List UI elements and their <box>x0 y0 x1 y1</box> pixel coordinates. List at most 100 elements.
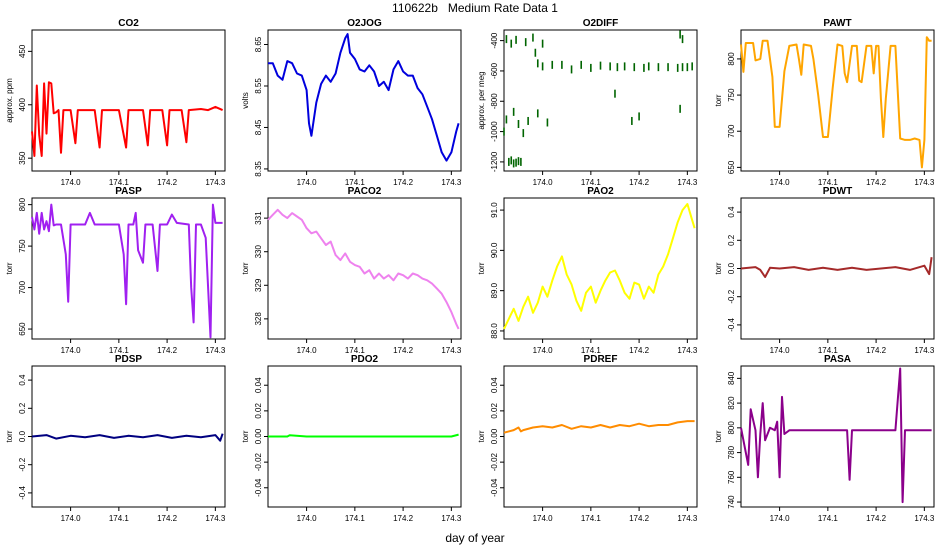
data-point <box>534 48 537 57</box>
y-tick-label: 840 <box>727 371 736 385</box>
data-point <box>681 63 684 72</box>
y-tick-label: 400 <box>18 98 27 112</box>
x-tick-label: 174.3 <box>677 514 698 523</box>
x-tick-label: 174.3 <box>205 514 226 523</box>
y-axis-label: torr <box>714 94 723 106</box>
panel-title: PDO2 <box>351 354 379 365</box>
x-tick-label: 174.0 <box>770 514 791 523</box>
panel-paco2: PACO2 torr 174.0 174.1 174.2 174.3 328 329 330 33… <box>241 186 462 355</box>
data-point <box>614 89 616 98</box>
panel-title: PDSP <box>115 354 143 365</box>
y-axis-label: torr <box>241 430 250 442</box>
y-tick-label: -0.04 <box>490 478 499 497</box>
y-tick-label: 740 <box>727 495 736 509</box>
data-point <box>522 129 525 138</box>
y-tick-label: 780 <box>727 445 736 459</box>
panel-pdo2: PDO2 torr 174.0 174.1 174.2 174.3 -0.04 -0.02 0.… <box>241 354 462 523</box>
data-point <box>546 118 549 127</box>
y-tick-label: 8.55 <box>254 78 263 94</box>
data-point <box>536 109 539 118</box>
y-tick-label: 0.02 <box>254 403 263 419</box>
series-line <box>740 367 932 504</box>
panel-title: PAWT <box>823 18 851 29</box>
y-tick-label: 329 <box>254 278 263 292</box>
y-tick-label: -800 <box>490 93 499 110</box>
x-tick-label: 174.0 <box>61 178 82 187</box>
y-tick-label: 0.00 <box>254 428 263 444</box>
x-tick-label: 174.1 <box>109 346 130 355</box>
panel-o2diff: O2DIFF approx. per meg 174.0 174.1 174.2 174.… <box>477 18 698 187</box>
data-point <box>647 62 650 71</box>
series-line <box>740 36 932 169</box>
y-axis-label: torr <box>714 430 723 442</box>
series-line <box>740 257 933 278</box>
x-tick-label: 174.1 <box>581 346 602 355</box>
panel-co2: CO2 approx. ppm 174.0 174.1 174.2 174.3 350 400… <box>5 18 226 187</box>
data-point <box>512 159 515 168</box>
y-axis-label: approx. per meg <box>477 71 486 129</box>
y-tick-label: 750 <box>727 88 736 102</box>
plot-frame <box>31 197 226 340</box>
y-tick-label: 700 <box>727 124 736 138</box>
data-point <box>623 62 626 71</box>
x-tick-label: 174.1 <box>345 514 366 523</box>
x-tick-label: 174.1 <box>109 514 130 523</box>
y-tick-label: -0.2 <box>727 289 736 303</box>
data-point <box>599 61 602 70</box>
data-point <box>505 115 508 124</box>
x-tick-label: 174.3 <box>677 178 698 187</box>
x-tick-label: 174.2 <box>393 178 414 187</box>
panel-o2jog: O2JOG volts 174.0 174.1 174.2 174.3 8.35 8.45 8.… <box>241 18 462 187</box>
y-axis-label: volts <box>241 92 250 108</box>
panel-title: PACO2 <box>348 186 382 197</box>
y-tick-label: 650 <box>727 160 736 174</box>
data-point <box>541 62 544 71</box>
panel-title: O2JOG <box>347 18 382 29</box>
y-tick-label: -0.4 <box>18 485 27 499</box>
x-tick-label: 174.1 <box>581 514 602 523</box>
plot-frame <box>267 197 462 340</box>
x-tick-label: 174.0 <box>297 178 318 187</box>
plot-frame <box>740 29 935 172</box>
y-tick-label: 8.65 <box>254 36 263 52</box>
series-line <box>503 420 695 434</box>
series-line <box>503 203 696 330</box>
data-point <box>517 157 520 166</box>
x-tick-label: 174.3 <box>441 178 462 187</box>
y-axis-label: torr <box>5 430 14 442</box>
y-tick-label: 88.0 <box>490 323 499 339</box>
panel-pao2: PAO2 torr 174.0 174.1 174.2 174.3 88.0 89.0 90.0… <box>477 186 698 355</box>
y-tick-label: 8.45 <box>254 119 263 135</box>
figure-title: 110622b Medium Rate Data 1 <box>392 1 558 15</box>
y-tick-label: 800 <box>727 52 736 66</box>
y-tick-label: 8.35 <box>254 161 263 177</box>
data-point <box>515 158 517 167</box>
y-tick-label: 820 <box>727 396 736 410</box>
data-point <box>679 104 681 113</box>
figure-x-axis-label: day of year <box>445 531 505 545</box>
x-tick-label: 174.0 <box>297 346 318 355</box>
panel-pasa: PASA torr 174.0 174.1 174.2 174.3 740 760 780 800… <box>714 354 935 523</box>
series-line <box>31 433 224 442</box>
y-tick-label: 90.0 <box>490 242 499 258</box>
series-line <box>268 33 460 162</box>
y-tick-label: 750 <box>18 239 27 253</box>
y-tick-label: 0.2 <box>727 234 736 246</box>
panel-pawt: PAWT torr 174.0 174.1 174.2 174.3 650 700 750 800 <box>714 18 935 187</box>
data-point <box>515 35 517 44</box>
data-point <box>551 60 554 69</box>
y-tick-label: 0.2 <box>18 402 27 414</box>
y-tick-label: 800 <box>727 421 736 435</box>
y-axis-label: torr <box>477 430 486 442</box>
data-point <box>667 63 669 72</box>
y-tick-label: 0.00 <box>490 428 499 444</box>
y-tick-label: 0.0 <box>727 262 736 274</box>
panel-title: PAO2 <box>587 186 614 197</box>
x-tick-label: 174.3 <box>205 178 226 187</box>
data-point <box>520 157 522 166</box>
y-tick-label: 700 <box>18 280 27 294</box>
data-point <box>679 30 681 39</box>
x-tick-label: 174.3 <box>441 346 462 355</box>
data-point <box>508 157 510 166</box>
